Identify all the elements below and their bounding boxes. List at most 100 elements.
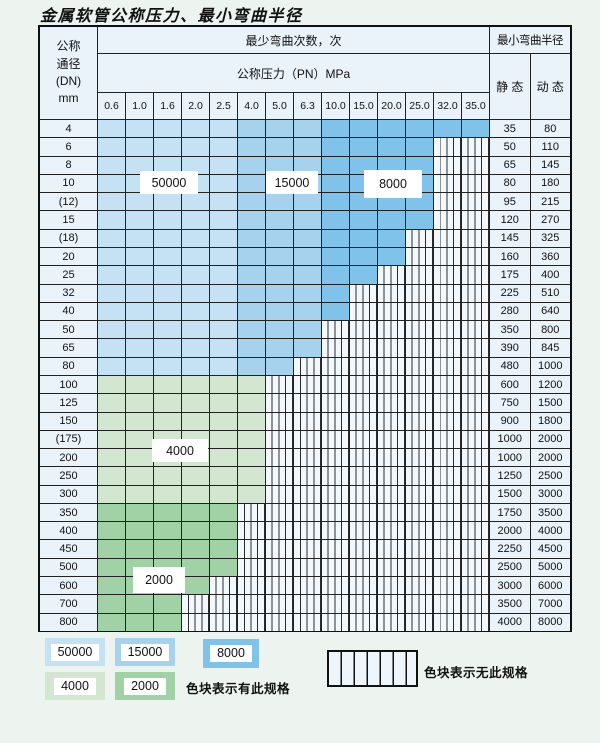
cycle-cell <box>378 284 406 302</box>
cycle-cell <box>322 577 350 595</box>
cycle-cell <box>266 558 294 577</box>
cycle-cell <box>406 339 434 357</box>
cycle-cell <box>98 302 126 321</box>
cycle-cell <box>126 211 154 229</box>
cycle-cell <box>98 375 126 394</box>
cycle-cell <box>238 412 266 430</box>
table-row: 200 1000 2000 <box>40 449 570 468</box>
cycle-cell <box>210 321 238 339</box>
dn-cell: 40 <box>40 302 98 321</box>
cycle-cell <box>378 302 406 321</box>
cycle-cell <box>434 375 462 394</box>
dn-cell: 50 <box>40 321 98 339</box>
cycle-cell <box>350 321 378 339</box>
cycle-cell <box>182 138 210 156</box>
legend-swatch-label: 8000 <box>210 645 252 662</box>
cycle-cell <box>322 211 350 229</box>
cycle-cell <box>434 284 462 302</box>
cycle-cell <box>406 120 434 138</box>
dynamic-value-cell: 1000 <box>530 357 570 375</box>
header-pressure-value: 2.5 <box>210 93 238 119</box>
cycle-cell <box>266 357 294 375</box>
cycle-cell <box>434 577 462 595</box>
cycle-cell <box>98 229 126 247</box>
cycle-cell <box>350 613 378 631</box>
cycle-cell <box>294 577 322 595</box>
cycle-cell <box>462 266 490 284</box>
cycle-cell <box>154 138 182 156</box>
legend-has-spec-text: 色块表示有此规格 <box>186 682 291 696</box>
cycle-cell <box>266 120 294 138</box>
cycle-cell <box>98 266 126 284</box>
cycle-cell <box>378 339 406 357</box>
cycle-cell <box>406 595 434 613</box>
cycle-cell <box>322 266 350 284</box>
table-row: 600 3000 6000 <box>40 577 570 596</box>
cycle-cell <box>294 120 322 138</box>
cycle-cell <box>126 412 154 430</box>
header-bend-radius: 最小弯曲半径 <box>490 27 570 54</box>
cycle-cell <box>462 357 490 375</box>
static-value-cell: 120 <box>490 211 531 229</box>
cycle-cell <box>434 156 462 174</box>
cycle-cell <box>322 284 350 302</box>
cycle-cell <box>294 467 322 485</box>
cycle-cell <box>294 394 322 412</box>
cycle-cell <box>434 449 462 467</box>
cycle-cell <box>294 284 322 302</box>
table-row: 40 280 640 <box>40 302 570 322</box>
table-row: 300 1500 3000 <box>40 485 570 504</box>
cycle-cell <box>182 321 210 339</box>
cycle-count-label: 8000 <box>364 170 422 198</box>
cycle-cell <box>154 302 182 321</box>
cycle-cell <box>434 266 462 284</box>
dynamic-value-cell: 325 <box>530 229 570 247</box>
static-value-cell: 160 <box>490 247 531 266</box>
dynamic-value-cell: 640 <box>530 302 570 321</box>
cycle-cell <box>294 522 322 540</box>
cycle-cell <box>294 138 322 156</box>
cycle-cell <box>294 485 322 503</box>
table-row: 65 390 845 <box>40 339 570 358</box>
cycle-cell <box>210 247 238 266</box>
cycle-cell <box>154 357 182 375</box>
legend-swatch-label: 4000 <box>54 677 96 695</box>
cycle-cell <box>98 503 126 522</box>
dn-cell: 350 <box>40 503 98 522</box>
static-value-cell: 280 <box>490 302 531 321</box>
cycle-cell <box>406 138 434 156</box>
cycle-cell <box>210 266 238 284</box>
cycle-cell <box>378 375 406 394</box>
cycle-cell <box>126 357 154 375</box>
cycle-cell <box>322 229 350 247</box>
cycle-cell <box>98 613 126 631</box>
cycle-cell <box>238 540 266 558</box>
dn-cell: 4 <box>40 120 98 138</box>
table-row: 800 4000 8000 <box>40 613 570 631</box>
dn-cell: 32 <box>40 284 98 302</box>
cycle-cell <box>462 321 490 339</box>
cycle-cell <box>462 302 490 321</box>
cycle-cell <box>378 156 406 174</box>
cycle-cell <box>434 211 462 229</box>
cycle-cell <box>154 503 182 522</box>
dynamic-value-cell: 2500 <box>530 467 570 485</box>
table-row: 500 2500 5000 <box>40 558 570 578</box>
cycle-cell <box>154 193 182 211</box>
static-value-cell: 2250 <box>490 540 531 558</box>
cycle-cell <box>378 138 406 156</box>
cycle-cell <box>210 375 238 394</box>
table-row: (12) 95 215 <box>40 193 570 212</box>
dn-cell: 125 <box>40 394 98 412</box>
static-value-cell: 2000 <box>490 522 531 540</box>
cycle-cell <box>126 522 154 540</box>
cycle-cell <box>462 595 490 613</box>
cycle-cell <box>462 449 490 467</box>
table-row: 15 120 270 <box>40 211 570 230</box>
cycle-cell <box>182 522 210 540</box>
cycle-cell <box>322 394 350 412</box>
cycle-cell <box>238 120 266 138</box>
dn-cell: (18) <box>40 229 98 247</box>
cycle-cell <box>210 522 238 540</box>
